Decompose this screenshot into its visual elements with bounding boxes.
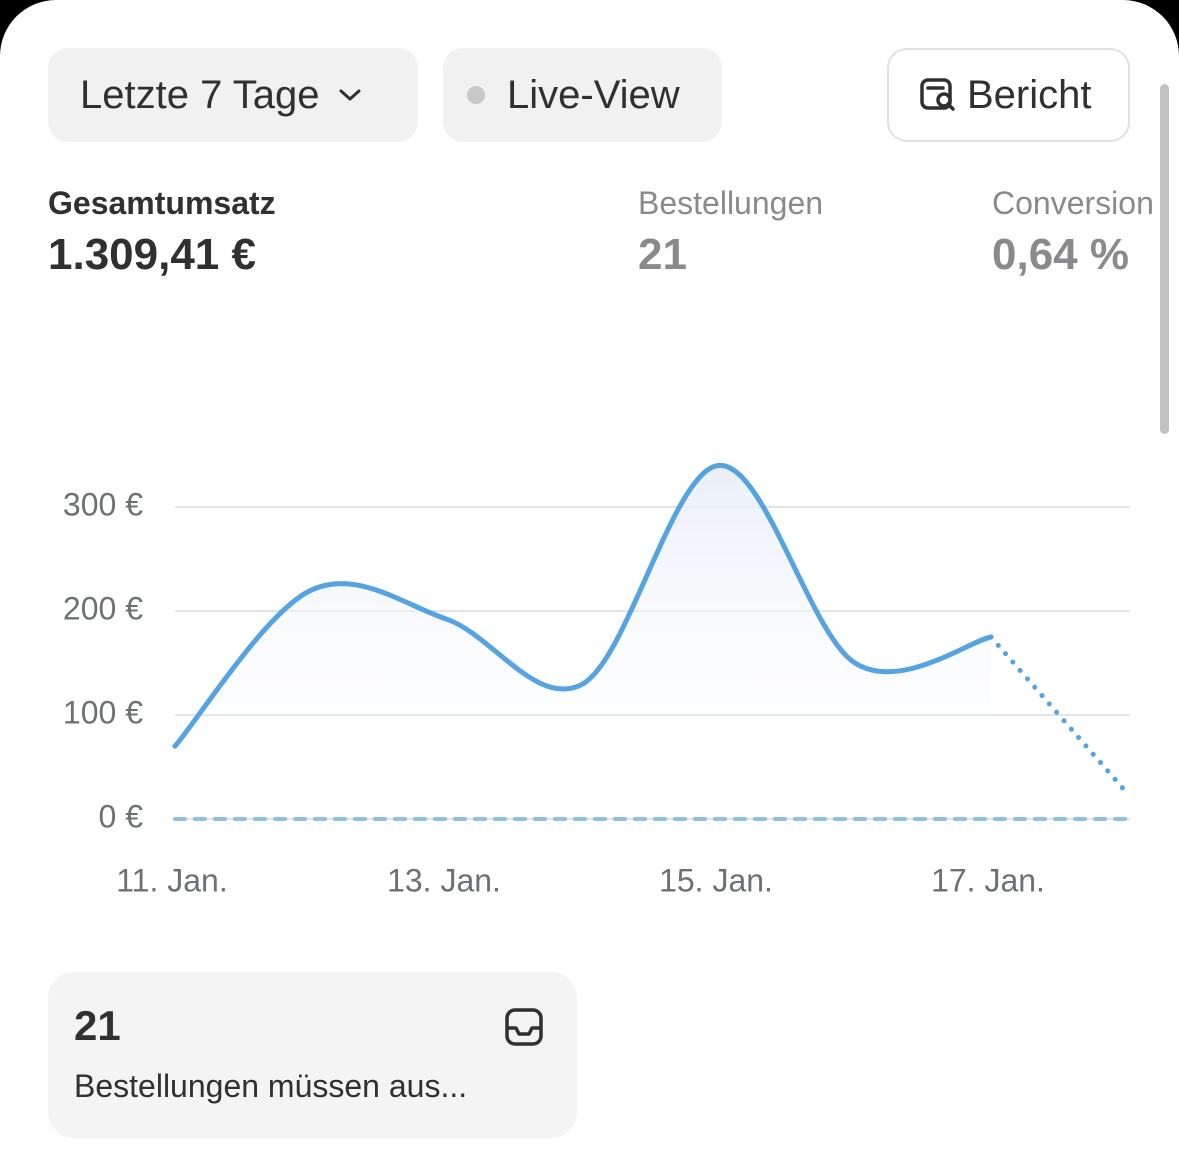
x-tick-label: 15. Jan.	[659, 862, 773, 898]
metric[interactable]: Conversion 0,64 %	[992, 185, 1154, 280]
date-range-button[interactable]: Letzte 7 Tage	[48, 48, 418, 142]
area	[175, 465, 991, 819]
scrollbar	[1160, 84, 1169, 434]
report-icon	[920, 78, 955, 111]
metric-value: 21	[638, 230, 687, 279]
metric-value: 1.309,41 €	[48, 230, 256, 279]
y-tick-label: 200 €	[63, 590, 143, 626]
metric[interactable]: Gesamtumsatz 1.309,41 €	[48, 185, 276, 280]
x-tick-label: 11. Jan.	[116, 862, 227, 898]
live-view-label: Live-View	[507, 72, 680, 117]
live-view-button[interactable]: Live-View	[443, 48, 722, 142]
metric-value: 0,64 %	[992, 230, 1129, 279]
live-dot	[467, 86, 485, 104]
metric-label: Bestellungen	[638, 185, 824, 221]
chevron-icon	[339, 89, 361, 101]
series-line	[988, 634, 1130, 796]
card-number: 21	[74, 1002, 121, 1049]
metric[interactable]: Bestellungen 21	[638, 185, 823, 280]
x-tick-label: 17. Jan.	[931, 862, 1045, 898]
report-button[interactable]: Bericht	[887, 48, 1130, 142]
report-label: Bericht	[967, 72, 1092, 117]
card-text: Bestellungen müssen aus...	[74, 1068, 468, 1104]
series-line	[172, 462, 994, 749]
inbox-icon	[505, 1008, 543, 1046]
metric-label: Conversion	[992, 185, 1154, 221]
metric-label: Gesamtumsatz	[48, 185, 276, 221]
y-tick-label: 100 €	[63, 694, 143, 730]
y-tick-label: 0 €	[99, 798, 144, 834]
chart: 0 € 100 € 200 € 300 € 11. Jan. 13. Jan. 15. Ja…	[63, 462, 1130, 898]
y-tick-label: 300 €	[63, 486, 143, 522]
x-tick-label: 13. Jan.	[387, 862, 501, 898]
date-range-label: Letzte 7 Tage	[80, 72, 320, 117]
orders-card[interactable]: 21 Bestellungen müssen aus...	[48, 972, 577, 1138]
